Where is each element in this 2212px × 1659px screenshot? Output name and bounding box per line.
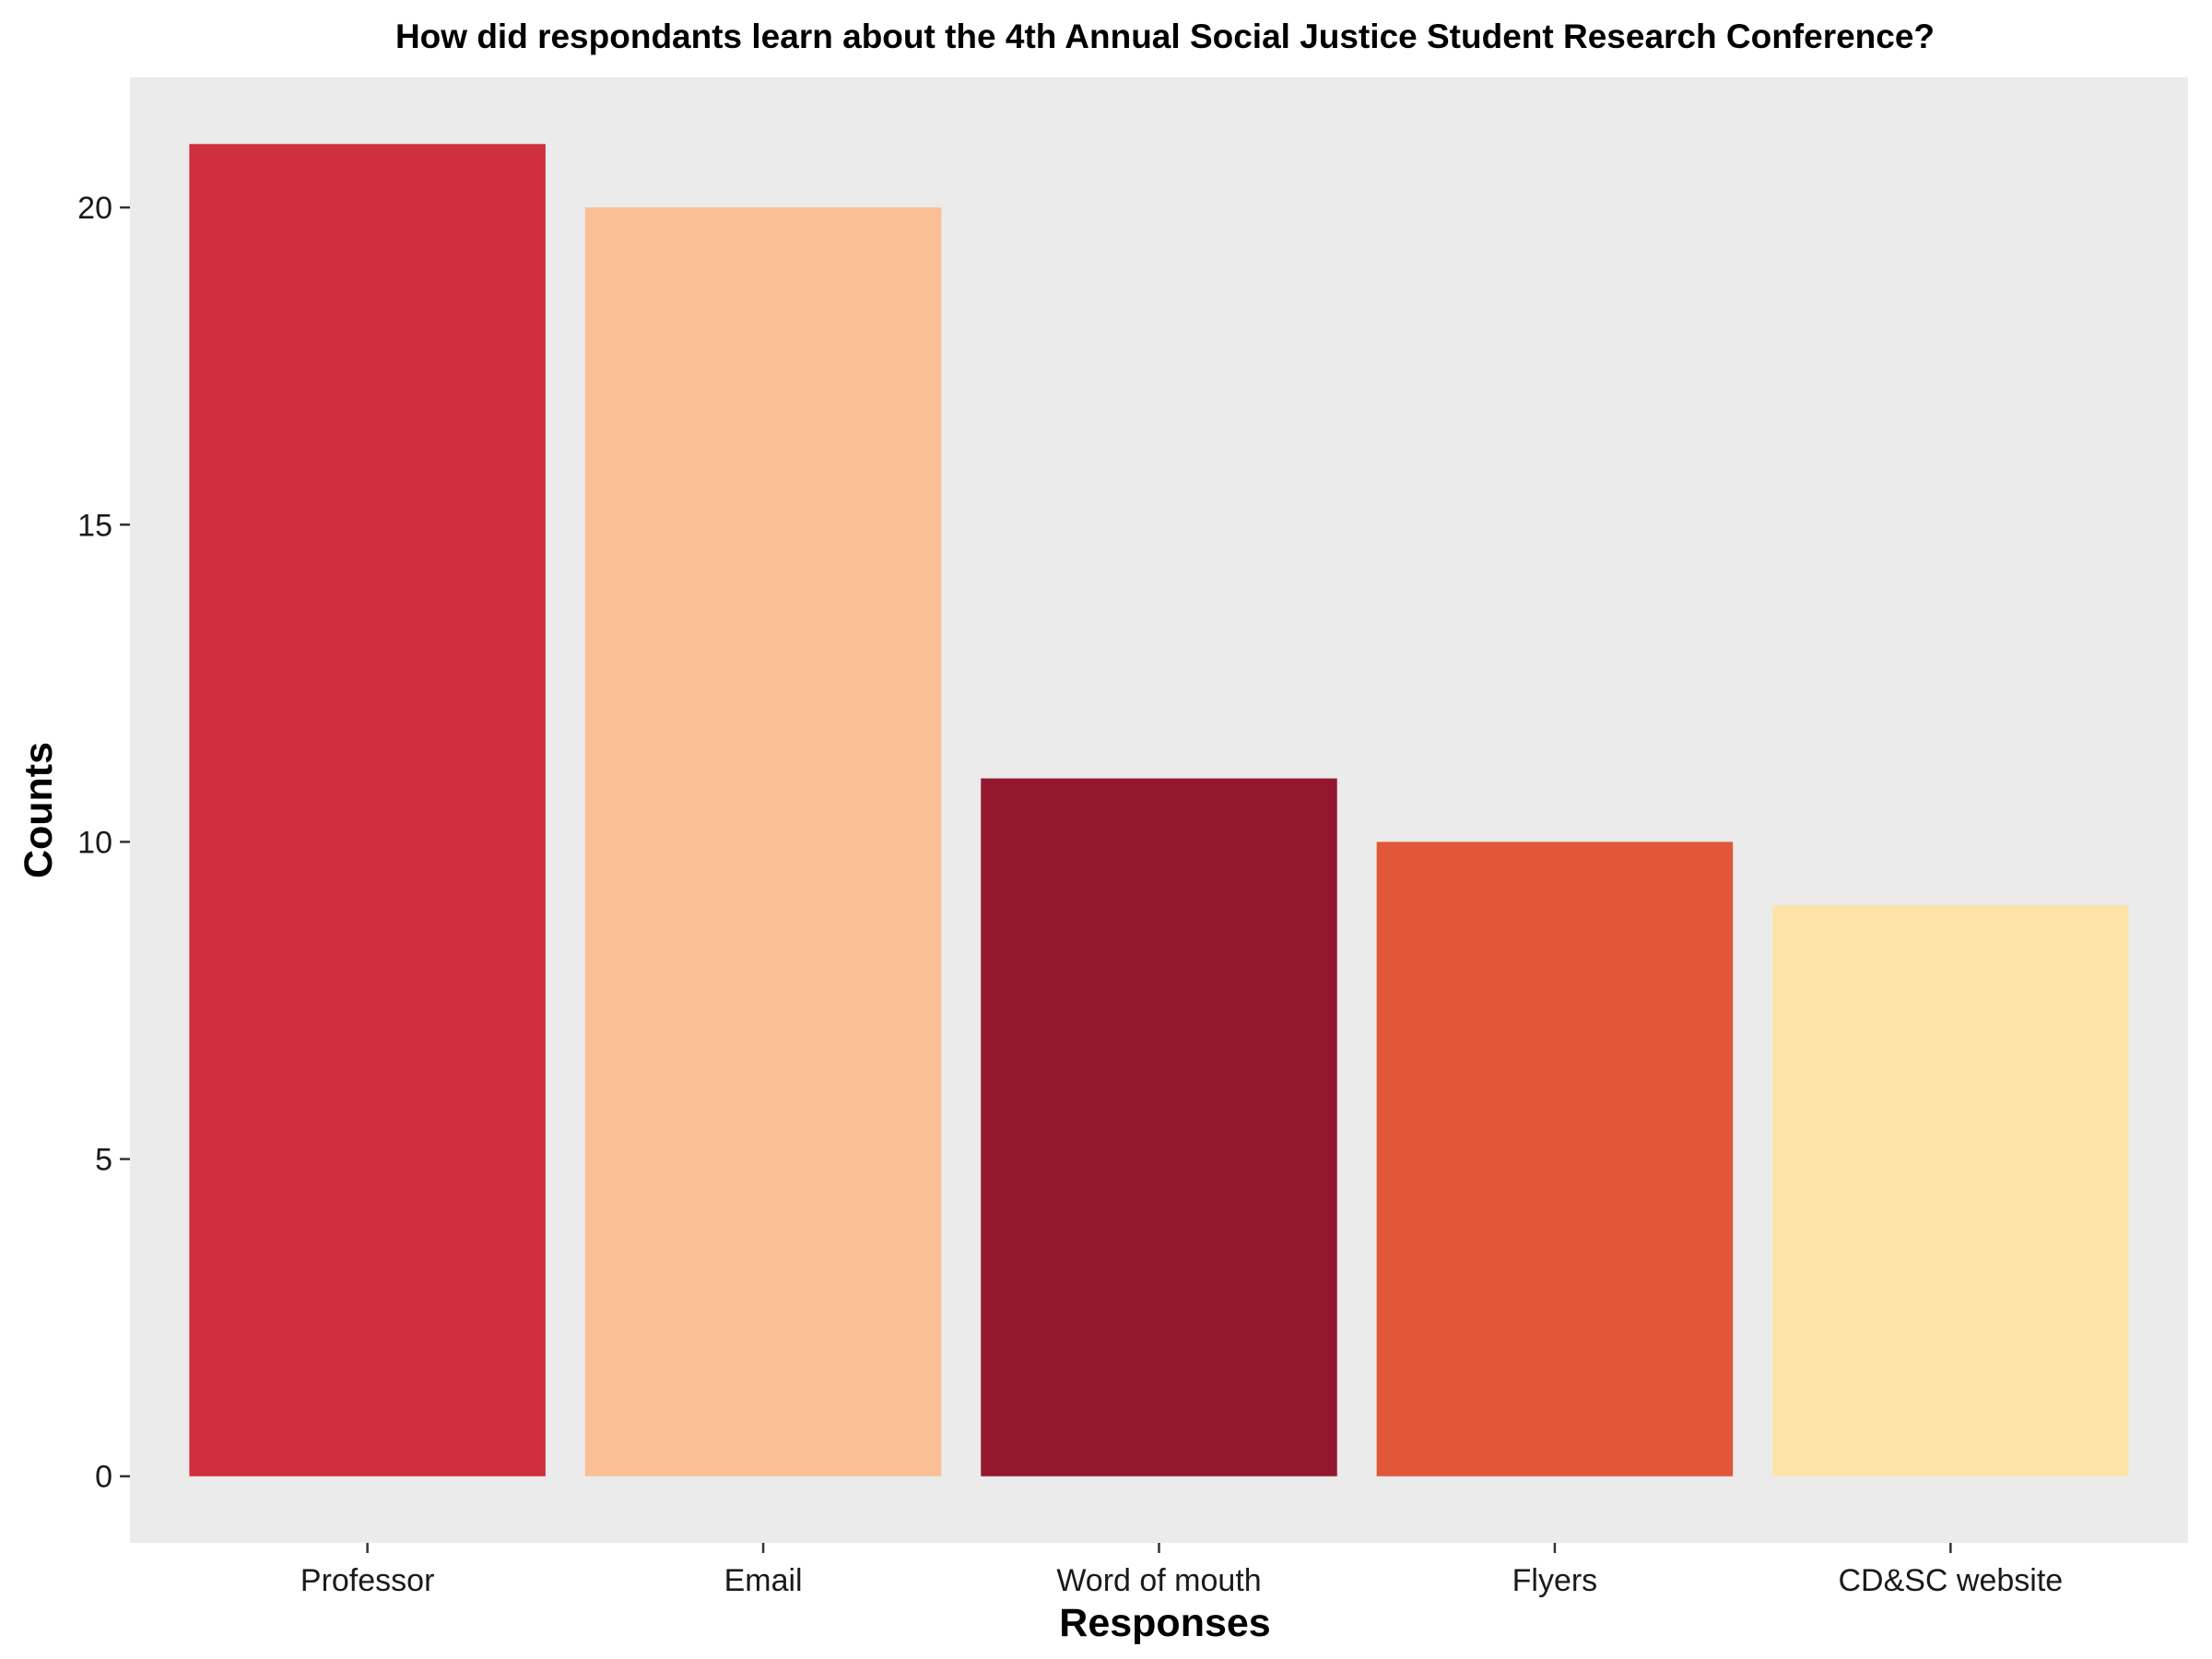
bar-professor bbox=[189, 144, 546, 1477]
x-tick-label-professor: Professor bbox=[300, 1563, 435, 1598]
bar-cdsc-website bbox=[1772, 905, 2129, 1477]
bar-flyers bbox=[1376, 841, 1734, 1477]
y-tick-label-20: 20 bbox=[77, 191, 112, 226]
y-axis-title: Counts bbox=[17, 742, 61, 878]
bars-group bbox=[189, 144, 2129, 1477]
x-axis: Professor Email Word of mouth Flyers CD&SC w… bbox=[300, 1543, 2063, 1598]
bar-word-of-mouth bbox=[981, 778, 1337, 1477]
y-tick-label-15: 15 bbox=[77, 508, 112, 543]
y-axis: 0 5 10 15 20 bbox=[77, 191, 130, 1495]
bar-email bbox=[584, 207, 942, 1477]
x-tick-label-flyers: Flyers bbox=[1512, 1563, 1598, 1598]
y-tick-label-5: 5 bbox=[95, 1143, 112, 1178]
x-tick-label-cdsc-website: CD&SC website bbox=[1838, 1563, 2063, 1598]
y-tick-label-0: 0 bbox=[95, 1460, 112, 1495]
y-tick-label-10: 10 bbox=[77, 825, 112, 860]
x-tick-label-email: Email bbox=[724, 1563, 803, 1598]
x-axis-title: Responses bbox=[1059, 1601, 1270, 1645]
chart-title: How did respondants learn about the 4th … bbox=[395, 18, 1935, 55]
x-tick-label-word-of-mouth: Word of mouth bbox=[1056, 1563, 1261, 1598]
